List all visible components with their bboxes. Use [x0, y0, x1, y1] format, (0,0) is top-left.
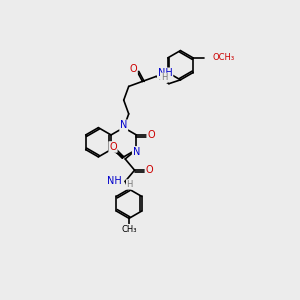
Text: NH: NH: [158, 68, 172, 78]
Text: N: N: [120, 120, 127, 130]
Text: O: O: [109, 142, 117, 152]
Text: O: O: [146, 165, 153, 175]
Text: H: H: [161, 74, 167, 82]
Text: O: O: [147, 130, 155, 140]
Text: N: N: [133, 147, 140, 157]
Text: OCH₃: OCH₃: [212, 53, 235, 62]
Text: CH₃: CH₃: [121, 225, 137, 234]
Text: H: H: [127, 180, 133, 189]
Text: NH: NH: [106, 176, 121, 186]
Text: O: O: [129, 64, 137, 74]
